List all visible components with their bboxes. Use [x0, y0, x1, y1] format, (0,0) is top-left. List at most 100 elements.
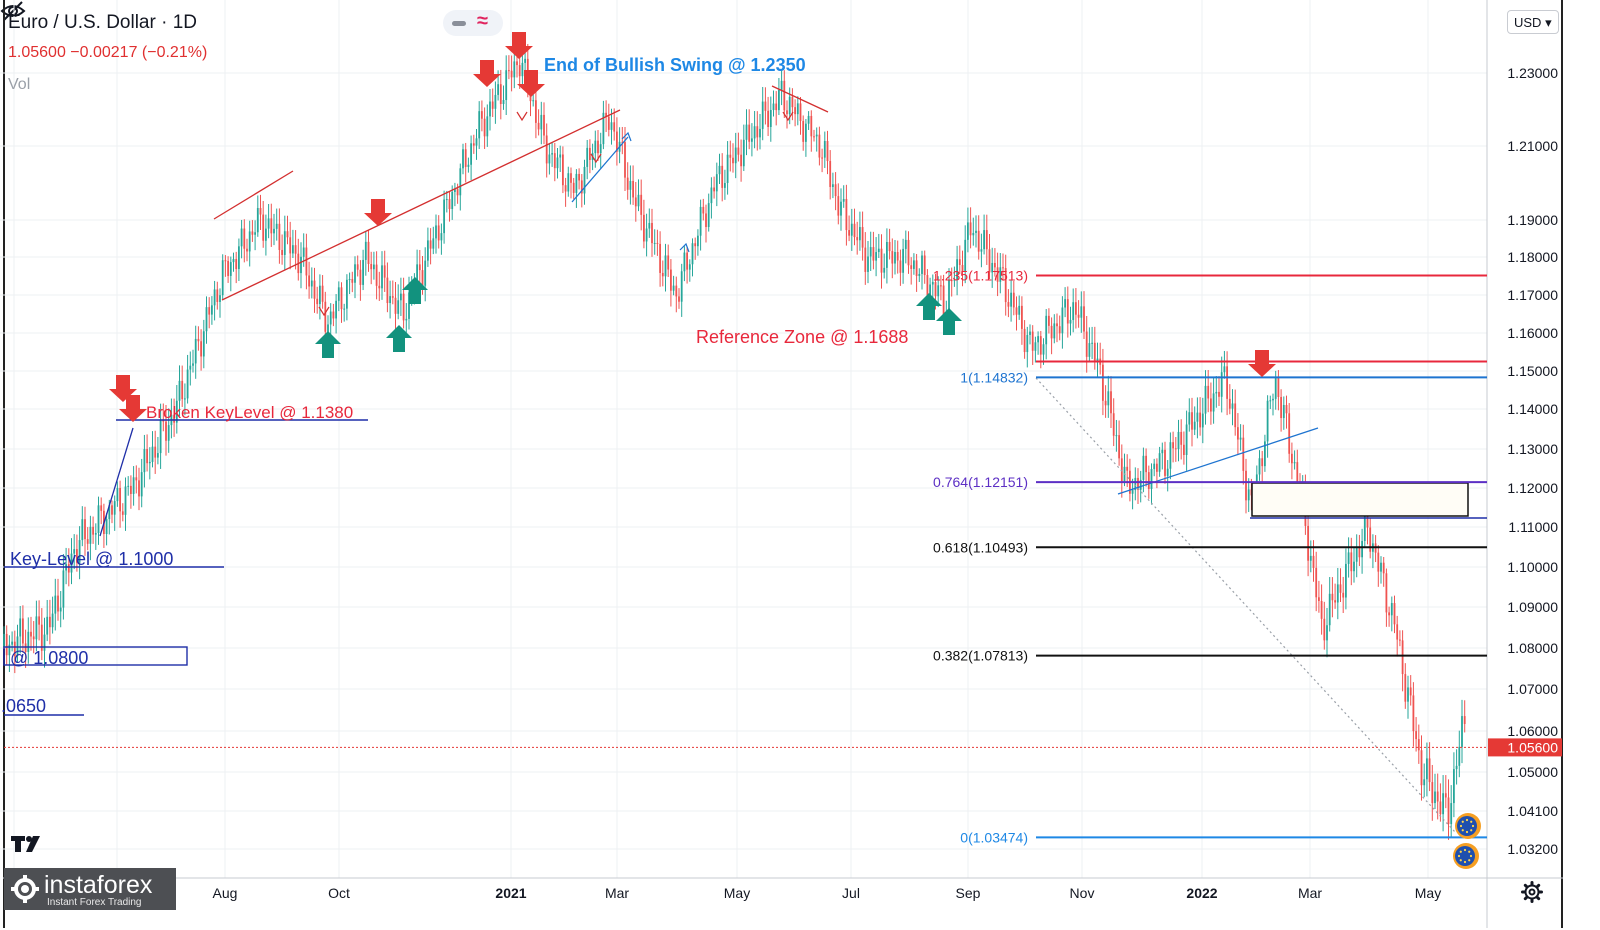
candle-body [1350, 552, 1353, 572]
candle-body [1110, 391, 1112, 414]
candle-body [610, 122, 613, 130]
candle-body [472, 143, 475, 146]
candle-body [424, 260, 427, 286]
candle-body [86, 539, 89, 544]
candle-body [778, 89, 780, 111]
candle-body [937, 285, 940, 297]
annotation-reference-zone: Reference Zone @ 1.1688 [696, 327, 908, 347]
candle-body [27, 631, 30, 652]
candles-group [3, 43, 1466, 840]
candle-body [505, 70, 508, 101]
candle-body [640, 194, 643, 215]
candle-body [1034, 342, 1037, 351]
price-tick-label: 1.16000 [1507, 325, 1558, 341]
candle-body [1191, 412, 1193, 430]
candle-body [1210, 398, 1212, 412]
candle-body [513, 61, 516, 78]
candle-body [84, 519, 86, 540]
candle-body [1417, 739, 1420, 751]
candle-body [834, 184, 837, 197]
candle-body [1358, 547, 1361, 558]
candle-body [634, 197, 637, 207]
candle-body [810, 115, 813, 137]
candle-body [783, 80, 786, 111]
volume-label[interactable]: Vol [8, 76, 31, 93]
symbol-title[interactable]: Euro / U.S. Dollar · 1D [8, 12, 197, 33]
candle-body [43, 634, 46, 651]
candle-body [1215, 391, 1218, 394]
candle-body [926, 275, 929, 299]
approx-icon[interactable]: ≈ [477, 10, 488, 32]
candle-body [1075, 302, 1077, 315]
candle-body [1407, 687, 1409, 702]
candle-body [491, 101, 494, 109]
candle-body [289, 237, 292, 254]
candle-body [694, 243, 697, 247]
candle-body [948, 280, 950, 313]
candle-body [1145, 455, 1147, 473]
candle-body [1161, 449, 1164, 454]
candle-body [1061, 307, 1064, 334]
candle-body [11, 641, 13, 645]
candle-body [1174, 448, 1177, 450]
candle-body [70, 553, 73, 573]
candle-body [1377, 552, 1380, 572]
candle-body [8, 644, 11, 656]
candle-body [13, 641, 16, 656]
candle-body [664, 255, 667, 277]
candle-body [856, 237, 859, 241]
eye-off-icon[interactable] [0, 0, 26, 22]
candle-body [1355, 547, 1358, 562]
candle-body [1339, 584, 1342, 593]
candle-body [432, 238, 435, 249]
candle-body [583, 166, 586, 194]
price-tick-label: 1.19000 [1507, 212, 1558, 228]
candle-body [1131, 490, 1134, 494]
candle-body [38, 616, 40, 625]
gear-icon[interactable] [1521, 881, 1543, 903]
candle-body [319, 285, 321, 305]
candle-body [597, 140, 599, 154]
currency-select[interactable]: USD ▾ [1507, 10, 1559, 34]
candle-body [621, 141, 624, 143]
candle-body [481, 111, 483, 119]
candle-body [1199, 412, 1201, 428]
candle-body [680, 271, 683, 302]
tradingview-logo-icon[interactable] [10, 832, 42, 856]
candle-body [651, 222, 653, 244]
candle-body [688, 264, 691, 270]
eu-star-icon [1470, 820, 1473, 823]
candle-body [1390, 603, 1393, 616]
candle-body [764, 101, 767, 111]
candle-body [613, 122, 616, 132]
eu-star-icon [1470, 829, 1473, 832]
candle-body [435, 225, 437, 239]
fib-level-label: 0.618(1.10493) [933, 539, 1028, 555]
candle-body [832, 184, 834, 187]
candle-body [991, 262, 994, 273]
time-tick-label: Mar [1298, 885, 1322, 901]
candle-body [667, 255, 670, 270]
candle-body [313, 280, 316, 299]
candle-body [275, 223, 278, 229]
candle-body [1015, 307, 1018, 315]
candle-body [340, 287, 343, 310]
candle-body [305, 247, 308, 276]
minus-icon[interactable] [452, 21, 466, 26]
candle-body [535, 100, 537, 123]
candle-body [829, 161, 832, 187]
candle-body [175, 400, 178, 423]
candle-body [62, 570, 65, 608]
instaforex-mark-icon [11, 875, 39, 903]
candle-body [786, 110, 788, 115]
top-trend-line [771, 85, 829, 113]
candle-body [861, 227, 864, 248]
candle-body [213, 289, 216, 306]
candle-body [59, 607, 62, 612]
eu-star-icon [1469, 854, 1473, 858]
candle-body [1126, 466, 1129, 471]
candle-body [1401, 640, 1404, 675]
candle-body [146, 449, 148, 464]
candle-body [950, 280, 953, 282]
